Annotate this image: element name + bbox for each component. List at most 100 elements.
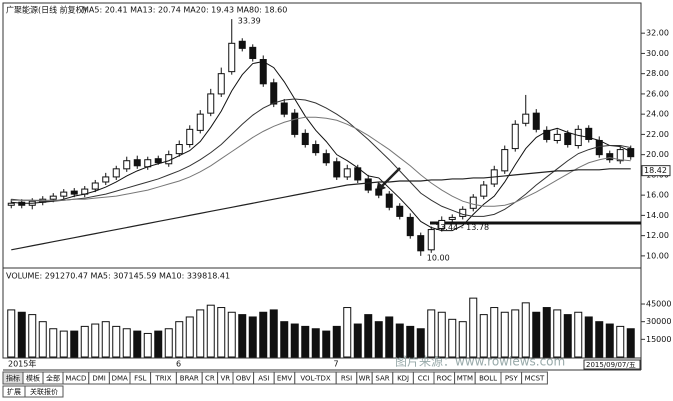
tab-label[interactable]: KDJ — [397, 375, 409, 383]
volume-bar — [500, 311, 509, 358]
tab-label[interactable]: MCST — [525, 375, 545, 383]
tab-label[interactable]: RSI — [341, 375, 352, 383]
tab-label[interactable]: MTM — [457, 375, 473, 383]
volume-bar — [626, 328, 635, 358]
tab-label[interactable]: MACD — [65, 375, 86, 383]
volume-bar — [406, 325, 415, 358]
volume-bar — [521, 302, 530, 358]
y-tick-label: 32.00 — [646, 29, 669, 38]
tab[interactable] — [521, 371, 548, 385]
x-label: 7 — [334, 360, 339, 369]
annotation: 10.00 — [427, 253, 450, 262]
y-tick-label: 28.00 — [646, 69, 669, 78]
candle-body — [438, 219, 446, 230]
volume-bar — [185, 316, 194, 358]
volume-bar — [206, 304, 215, 358]
tab-label[interactable]: DMA — [112, 375, 128, 383]
y-tick-label: 26.00 — [646, 89, 669, 98]
candle-body — [427, 229, 435, 251]
y-tick-label: 10.00 — [646, 251, 669, 260]
tab-label[interactable]: CCI — [418, 375, 430, 383]
candle-body — [343, 168, 351, 178]
volume-bar — [595, 321, 604, 358]
bottom-tab[interactable] — [24, 385, 64, 398]
candle-body — [574, 128, 582, 147]
volume-bar — [238, 314, 247, 358]
candle-body — [553, 133, 561, 141]
candle-body — [102, 176, 110, 183]
y-tick-label: 24.00 — [646, 110, 669, 119]
volume-bar — [479, 314, 488, 358]
tab-label[interactable]: ASI — [258, 375, 269, 383]
candle-body — [511, 123, 519, 150]
candle-body — [7, 202, 15, 206]
volume-bar — [332, 325, 341, 358]
tab-label[interactable]: 全部 — [46, 374, 60, 383]
y-tick-label: 12.00 — [646, 231, 669, 240]
volume-bar — [532, 311, 541, 358]
candle-body — [175, 144, 183, 155]
volume-bar — [301, 325, 310, 358]
tab-label[interactable]: WR — [359, 375, 371, 383]
candle-body — [112, 168, 120, 178]
tab-label[interactable]: CR — [205, 375, 215, 383]
x-label: 6 — [176, 360, 181, 369]
tab-label[interactable]: 模板 — [26, 374, 40, 383]
tab-label[interactable]: FSL — [134, 375, 146, 383]
volume-bar — [133, 330, 142, 358]
candle-body — [543, 129, 551, 140]
tab-label[interactable]: EMV — [277, 375, 292, 383]
tab-label[interactable]: VR — [220, 375, 230, 383]
candle-body — [133, 159, 141, 167]
tab-label[interactable]: ROC — [437, 375, 452, 383]
candle-body — [480, 184, 488, 197]
volume-bar — [175, 321, 184, 358]
candle-body — [207, 93, 215, 114]
candle-body — [217, 73, 225, 95]
volume-bar — [280, 321, 289, 358]
candle-body — [91, 182, 99, 190]
tab-label[interactable]: OBV — [236, 375, 251, 383]
candle-body — [333, 161, 341, 178]
tab-label[interactable]: 指标 — [6, 374, 20, 383]
candle-body — [70, 190, 78, 195]
volume-bar — [490, 307, 499, 358]
x-label: 2015年 — [8, 359, 36, 369]
candle-body — [259, 59, 267, 85]
volume-bar — [437, 311, 446, 358]
candle-body — [249, 46, 257, 59]
volume-bar — [70, 330, 79, 358]
candle-body — [60, 191, 68, 197]
tab-label[interactable]: DMI — [92, 375, 106, 383]
vol-tick-label: 15000 — [646, 335, 671, 344]
tab-label[interactable]: PSY — [505, 375, 519, 383]
volume-bar — [49, 328, 58, 358]
candle-body — [532, 112, 540, 130]
volume-bar — [112, 325, 121, 358]
volume-bar — [395, 323, 404, 358]
tab-label[interactable]: VOL-TDX — [300, 375, 331, 383]
tab-label[interactable]: SAR — [375, 375, 389, 383]
candle-body — [280, 102, 288, 115]
volume-bar — [28, 314, 37, 358]
volume-bar — [427, 309, 436, 358]
candle-body — [501, 149, 509, 172]
candle-body — [123, 160, 131, 170]
volume-bar — [343, 307, 352, 358]
volume-bar — [469, 297, 478, 358]
tab-label[interactable]: TRIX — [155, 375, 172, 383]
volume-bar — [385, 316, 394, 358]
price-tag-label: 18.42 — [644, 166, 667, 175]
volume-bar — [227, 311, 236, 358]
tab-label[interactable]: BRAR — [180, 375, 199, 383]
volume-bar — [448, 318, 457, 358]
candle-body — [522, 113, 530, 124]
ma-line — [11, 168, 631, 251]
tab-label[interactable]: BOLL — [479, 375, 497, 383]
volume-bar — [154, 330, 163, 358]
bottom-tab-label[interactable]: 扩展 — [7, 387, 21, 396]
y-tick-label: 14.00 — [646, 211, 669, 220]
y-tick-label: 22.00 — [646, 130, 669, 139]
bottom-tab-label[interactable]: 关联报价 — [30, 387, 58, 396]
